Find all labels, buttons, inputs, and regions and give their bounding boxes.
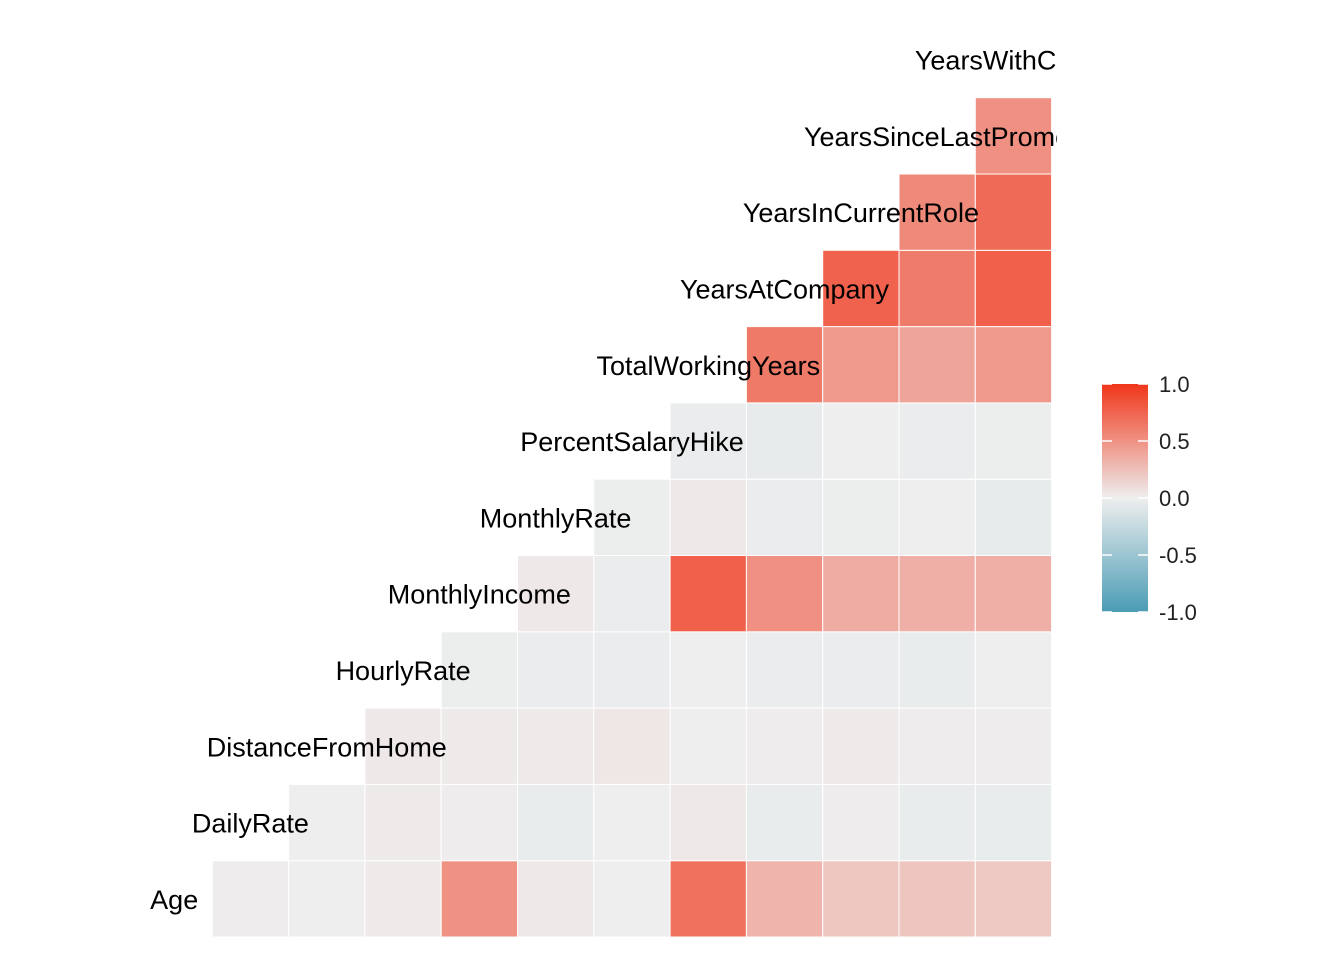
- legend-ticks: 1.0 0.5 0.0 -0.5 -1.0: [1102, 372, 1197, 625]
- heatmap-cell-YearsInCurrentRole-DailyRate: [822, 783, 900, 862]
- heatmap-cell-YearsInCurrentRole-HourlyRate: [822, 631, 900, 709]
- heatmap-cell-YearsSinceLastPromotion-YearsAtCompany: [898, 249, 976, 328]
- heatmap-cell-YearsAtCompany-DailyRate: [745, 783, 824, 862]
- heatmap-cell-TotalWorkingYears-Age: [669, 860, 747, 938]
- heatmap-cell-YearsSinceLastPromotion-HourlyRate: [898, 631, 976, 709]
- heatmap-cell-MonthlyRate-DistanceFromHome: [517, 707, 595, 785]
- heatmap-cell-YearsInCurrentRole-YearsAtCompany: [822, 249, 900, 328]
- variable-labels: Age DailyRate DistanceFromHome HourlyRate Mo…: [150, 46, 1112, 915]
- heatmap-cell-YearsInCurrentRole-Age: [822, 860, 900, 938]
- heatmap-cell-YearsWithCurrManager-YearsAtCompany: [974, 249, 1053, 328]
- heatmap-cell-YearsInCurrentRole-PercentSalaryHike: [822, 402, 900, 480]
- heatmap-cell-YearsAtCompany-HourlyRate: [745, 631, 824, 709]
- heatmap-cell-YearsInCurrentRole-DistanceFromHome: [822, 707, 900, 785]
- variable-label-7: TotalWorkingYears: [596, 351, 820, 381]
- heatmap-cell-TotalWorkingYears-HourlyRate: [669, 631, 747, 709]
- heatmap-cell-DistanceFromHome-DailyRate: [288, 783, 366, 862]
- heatmap-cell-YearsWithCurrManager-YearsSinceLastPromotion: [974, 97, 1053, 175]
- heatmap-cell-YearsInCurrentRole-MonthlyIncome: [822, 555, 900, 633]
- variable-label-2: DistanceFromHome: [207, 732, 447, 762]
- heatmap-cell-YearsAtCompany-Age: [745, 860, 824, 938]
- variable-label-5: MonthlyRate: [480, 503, 632, 533]
- heatmap-cell-PercentSalaryHike-Age: [593, 860, 671, 938]
- heatmap-cell-HourlyRate-DistanceFromHome: [364, 707, 442, 785]
- heatmap-cell-YearsSinceLastPromotion-DistanceFromHome: [898, 707, 976, 785]
- heatmap-cell-MonthlyIncome-DistanceFromHome: [440, 707, 519, 785]
- heatmap-cell-TotalWorkingYears-MonthlyIncome: [669, 555, 747, 633]
- heatmap-cell-YearsWithCurrManager-DailyRate: [974, 783, 1053, 862]
- heatmap-cell-YearsWithCurrManager-PercentSalaryHike: [974, 402, 1053, 480]
- heatmap-cell-YearsSinceLastPromotion-TotalWorkingYears: [898, 326, 976, 404]
- heatmap-cell-YearsSinceLastPromotion-PercentSalaryHike: [898, 402, 976, 480]
- heatmap-cell-PercentSalaryHike-HourlyRate: [593, 631, 671, 709]
- heatmap-cell-PercentSalaryHike-MonthlyRate: [593, 478, 671, 557]
- legend-tick-label: 0.0: [1159, 486, 1190, 511]
- variable-label-0: Age: [150, 885, 198, 915]
- variable-label-3: HourlyRate: [336, 656, 471, 686]
- heatmap-cell-MonthlyIncome-DailyRate: [440, 783, 519, 862]
- variable-label-4: MonthlyIncome: [388, 580, 571, 610]
- heatmap-cell-YearsSinceLastPromotion-MonthlyIncome: [898, 555, 976, 633]
- heatmap-cell-YearsWithCurrManager-YearsInCurrentRole: [974, 173, 1053, 251]
- heatmap-cell-YearsAtCompany-PercentSalaryHike: [745, 402, 824, 480]
- heatmap-cell-HourlyRate-Age: [364, 860, 442, 938]
- heatmap-cell-YearsInCurrentRole-MonthlyRate: [822, 478, 900, 557]
- heatmap-cell-YearsAtCompany-DistanceFromHome: [745, 707, 824, 785]
- heatmap-cell-MonthlyRate-DailyRate: [517, 783, 595, 862]
- heatmap-cell-MonthlyRate-HourlyRate: [517, 631, 595, 709]
- legend-tick-label: 1.0: [1159, 372, 1190, 397]
- variable-label-6: PercentSalaryHike: [520, 427, 744, 457]
- color-legend: 1.0 0.5 0.0 -0.5 -1.0: [1102, 372, 1197, 625]
- heatmap-cell-TotalWorkingYears-MonthlyRate: [669, 478, 747, 557]
- heatmap-cell-YearsSinceLastPromotion-MonthlyRate: [898, 478, 976, 557]
- heatmap-cell-YearsSinceLastPromotion-Age: [898, 860, 976, 938]
- variable-label-8: YearsAtCompany: [680, 275, 890, 305]
- heatmap-cell-MonthlyIncome-Age: [440, 860, 519, 938]
- legend-tick-label: -1.0: [1159, 600, 1197, 625]
- heatmap-cell-DailyRate-Age: [211, 860, 290, 938]
- heatmap-cell-TotalWorkingYears-DailyRate: [669, 783, 747, 862]
- heatmap-cell-YearsWithCurrManager-TotalWorkingYears: [974, 326, 1053, 404]
- heatmap-cell-YearsWithCurrManager-Age: [974, 860, 1053, 938]
- heatmap-cell-PercentSalaryHike-DistanceFromHome: [593, 707, 671, 785]
- heatmap-cell-YearsSinceLastPromotion-YearsInCurrentRole: [898, 173, 976, 251]
- heatmap-cell-YearsInCurrentRole-TotalWorkingYears: [822, 326, 900, 404]
- legend-tick-label: -0.5: [1159, 543, 1197, 568]
- heatmap-cell-HourlyRate-DailyRate: [364, 783, 442, 862]
- variable-label-9: YearsInCurrentRole: [743, 198, 979, 228]
- legend-tick-label: 0.5: [1159, 429, 1190, 454]
- heatmap-cell-YearsAtCompany-TotalWorkingYears: [745, 326, 824, 404]
- heatmap-cell-YearsAtCompany-MonthlyRate: [745, 478, 824, 557]
- variable-label-1: DailyRate: [192, 809, 309, 839]
- heatmap-cell-YearsWithCurrManager-MonthlyIncome: [974, 555, 1053, 633]
- heatmap-cells: [211, 97, 1053, 938]
- heatmap-cell-YearsWithCurrManager-DistanceFromHome: [974, 707, 1053, 785]
- variable-label-10: YearsSinceLastPromo: [804, 122, 1070, 152]
- heatmap-cell-YearsWithCurrManager-HourlyRate: [974, 631, 1053, 709]
- heatmap-cell-YearsSinceLastPromotion-DailyRate: [898, 783, 976, 862]
- heatmap-cell-MonthlyRate-Age: [517, 860, 595, 938]
- heatmap-cell-YearsAtCompany-MonthlyIncome: [745, 555, 824, 633]
- heatmap-cell-PercentSalaryHike-MonthlyIncome: [593, 555, 671, 633]
- heatmap-cell-TotalWorkingYears-DistanceFromHome: [669, 707, 747, 785]
- variable-label-11: YearsWithCurrM: [915, 46, 1112, 76]
- heatmap-cell-YearsWithCurrManager-MonthlyRate: [974, 478, 1053, 557]
- heatmap-cell-MonthlyIncome-HourlyRate: [440, 631, 519, 709]
- heatmap-cell-TotalWorkingYears-PercentSalaryHike: [669, 402, 747, 480]
- heatmap-cell-PercentSalaryHike-DailyRate: [593, 783, 671, 862]
- heatmap-cell-DistanceFromHome-Age: [288, 860, 366, 938]
